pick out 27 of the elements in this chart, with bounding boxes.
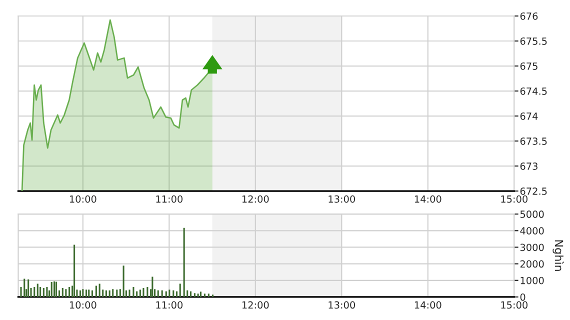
x-tick-label: 11:00 xyxy=(156,195,183,203)
y-tick-label: 673 xyxy=(520,162,538,170)
x-tick-label: 13:00 xyxy=(328,301,356,309)
y-tick-label: 672.5 xyxy=(520,188,547,195)
x-tick-label: 12:00 xyxy=(242,195,269,203)
x-tick-label: 11:00 xyxy=(156,301,183,309)
y-tick-label: 674.5 xyxy=(520,87,547,95)
x-tick-label: 15:00 xyxy=(501,195,528,203)
x-tick-label: 12:00 xyxy=(242,301,269,309)
y-tick-label: 2000 xyxy=(520,260,544,268)
y-tick-label: 675.5 xyxy=(520,37,547,45)
y-tick-label: 0 xyxy=(520,293,526,301)
y-tick-label: 676 xyxy=(520,12,538,20)
x-tick-label: 14:00 xyxy=(414,195,442,203)
y-tick-label: 5000 xyxy=(520,210,544,218)
y-tick-label: 674 xyxy=(520,112,538,120)
y-tick-label: 673.5 xyxy=(520,138,547,145)
x-tick-label: 10:00 xyxy=(70,195,96,203)
y-tick-label: 675 xyxy=(520,62,538,70)
x-tick-label: 15:00 xyxy=(501,301,528,309)
y-tick-label: 4000 xyxy=(520,227,544,234)
y-tick-label: 1000 xyxy=(520,276,544,284)
x-tick-label: 13:00 xyxy=(328,195,356,203)
y-axis-title: Nghìn xyxy=(552,240,564,271)
x-tick-label: 14:00 xyxy=(414,301,442,309)
x-tick-label: 10:00 xyxy=(70,301,96,309)
y-tick-label: 3000 xyxy=(520,244,544,252)
